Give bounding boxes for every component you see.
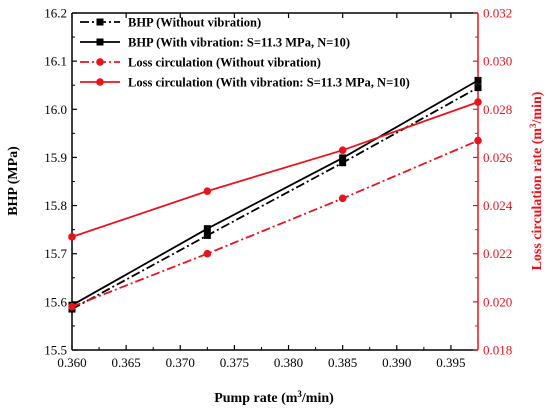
- y-axis-left-label: BHP (MPa): [6, 146, 21, 216]
- legend-marker: [96, 78, 104, 86]
- data-point: [474, 76, 482, 84]
- x-tick-label: 0.395: [436, 355, 465, 370]
- legend-label: Loss circulation (Without vibration): [128, 56, 321, 70]
- y-left-tick-label: 15.5: [44, 343, 67, 358]
- data-point: [339, 159, 347, 167]
- x-tick-label: 0.360: [57, 355, 86, 370]
- y-left-tick-label: 16.2: [44, 6, 67, 21]
- series-1: [68, 76, 482, 309]
- y-right-tick-label: 0.022: [483, 246, 512, 261]
- legend-marker: [96, 38, 104, 46]
- legend-item: Loss circulation (Without vibration): [80, 56, 321, 70]
- y-right-tick-label: 0.032: [483, 6, 512, 21]
- data-point: [339, 154, 347, 162]
- legend-label: BHP (Without vibration): [128, 16, 261, 30]
- series-line: [71, 139, 479, 308]
- series-line: [71, 86, 479, 310]
- y-right-tick-label: 0.028: [483, 102, 512, 117]
- data-point: [474, 98, 482, 106]
- x-tick-label: 0.365: [112, 355, 141, 370]
- legend-marker: [96, 18, 104, 26]
- y-right-tick-label: 0.024: [483, 198, 513, 213]
- legend-item: BHP (Without vibration): [80, 16, 261, 30]
- y-left-tick-label: 15.9: [44, 150, 67, 165]
- legend-marker: [96, 58, 104, 66]
- series-0: [68, 84, 482, 313]
- series-line: [71, 101, 479, 238]
- legend-item: Loss circulation (With vibration: S=11.3…: [80, 76, 410, 90]
- series-line: [71, 79, 479, 306]
- data-point: [203, 187, 212, 195]
- data-point: [474, 136, 482, 145]
- data-point: [68, 233, 76, 241]
- legend-label: BHP (With vibration: S=11.3 MPa, N=10): [128, 36, 350, 50]
- y-axis-right-label: Loss circulation rate (m3/min): [528, 91, 545, 270]
- data-point: [203, 225, 211, 233]
- series-3: [68, 98, 482, 241]
- y-right-tick-label: 0.018: [483, 343, 512, 358]
- y-left-tick-label: 16.1: [44, 54, 67, 69]
- data-point: [68, 302, 76, 311]
- data-point: [338, 194, 347, 203]
- y-left-tick-label: 16.0: [44, 102, 67, 117]
- x-tick-label: 0.380: [274, 355, 303, 370]
- legend-label: Loss circulation (With vibration: S=11.3…: [128, 76, 410, 90]
- x-tick-label: 0.375: [220, 355, 249, 370]
- data-point: [203, 249, 212, 258]
- y-left-tick-label: 15.6: [44, 294, 67, 309]
- y-right-tick-label: 0.030: [483, 54, 512, 69]
- x-tick-label: 0.385: [328, 355, 357, 370]
- y-right-tick-label: 0.026: [483, 150, 513, 165]
- x-tick-label: 0.370: [166, 355, 195, 370]
- series-2: [68, 136, 482, 311]
- y-left-tick-label: 15.7: [44, 246, 67, 261]
- x-tick-label: 0.390: [382, 355, 411, 370]
- x-axis-label: Pump rate (m3/min): [214, 389, 334, 406]
- data-point: [338, 146, 347, 155]
- data-point: [474, 84, 482, 92]
- legend-item: BHP (With vibration: S=11.3 MPa, N=10): [80, 36, 350, 50]
- y-right-tick-label: 0.020: [483, 294, 512, 309]
- y-left-tick-label: 15.8: [44, 198, 67, 213]
- data-point: [203, 231, 211, 239]
